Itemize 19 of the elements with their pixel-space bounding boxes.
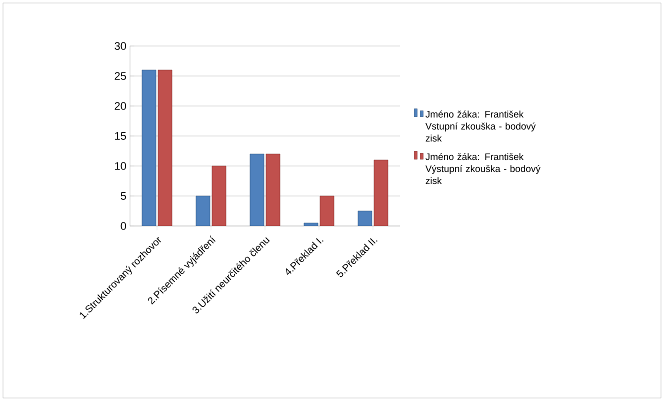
legend-label: Jméno žáka: František Výstupní zkouška - bodový zisk: [425, 152, 540, 184]
bar: [320, 196, 334, 226]
y-tick-label: 15: [115, 132, 126, 140]
y-tick-label: 10: [115, 162, 126, 170]
bar: [304, 222, 318, 226]
bar: [158, 70, 172, 226]
y-tick-label: 25: [114, 72, 126, 80]
bar: [142, 70, 156, 226]
bar: [358, 210, 372, 226]
bar: [374, 160, 388, 226]
y-tick-label: 20: [114, 102, 126, 110]
bar: [266, 154, 280, 226]
bar: [250, 154, 264, 226]
bar: [212, 166, 226, 226]
y-tick-label: 0: [120, 222, 126, 230]
y-tick-label: 30: [114, 42, 126, 50]
legend-label: Jméno žáka: František Vstupní zkouška - bodový zisk: [425, 110, 536, 142]
y-tick-label: 5: [120, 192, 126, 200]
bar: [196, 196, 210, 226]
